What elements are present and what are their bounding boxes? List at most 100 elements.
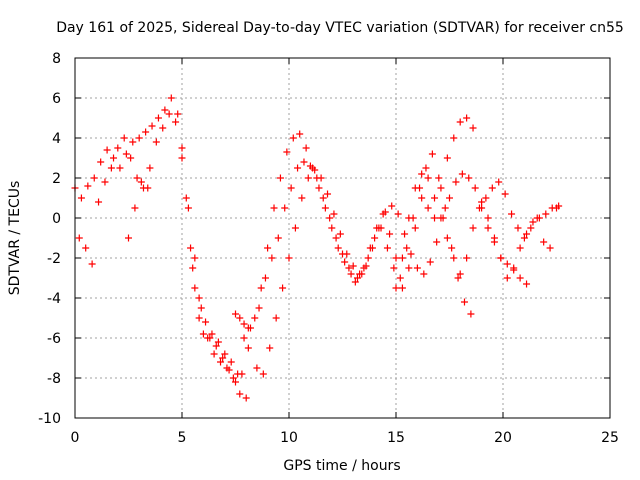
data-point xyxy=(240,320,248,328)
data-point xyxy=(97,158,105,166)
data-point xyxy=(251,314,259,322)
data-point xyxy=(296,130,304,138)
data-point xyxy=(471,184,479,192)
data-point xyxy=(403,244,411,252)
data-point xyxy=(214,338,222,346)
data-point xyxy=(223,364,231,372)
data-point xyxy=(285,254,293,262)
y-tick-label: -4 xyxy=(47,291,61,307)
data-point xyxy=(187,244,195,252)
data-point xyxy=(165,110,173,118)
data-point xyxy=(144,184,152,192)
data-point xyxy=(353,274,361,282)
data-point xyxy=(448,244,456,252)
data-point xyxy=(345,264,353,272)
data-point xyxy=(497,254,505,262)
data-point xyxy=(240,334,248,342)
data-point xyxy=(261,274,269,282)
data-point xyxy=(298,194,306,202)
data-point xyxy=(328,224,336,232)
y-tick-label: -8 xyxy=(47,371,61,387)
data-point xyxy=(191,284,199,292)
data-point xyxy=(371,234,379,242)
data-point xyxy=(435,174,443,182)
data-point xyxy=(392,284,400,292)
data-point xyxy=(520,234,528,242)
data-point xyxy=(523,230,531,238)
data-point xyxy=(294,164,302,172)
data-point xyxy=(189,264,197,272)
data-point xyxy=(381,208,389,216)
y-tick-labels: -10 -8 -6 -4 -2 0 2 4 6 8 xyxy=(38,51,61,427)
data-point xyxy=(212,342,220,350)
data-point xyxy=(433,238,441,246)
data-point xyxy=(467,310,475,318)
data-point xyxy=(424,204,432,212)
data-point xyxy=(456,270,464,278)
y-tick-label: 0 xyxy=(52,211,61,227)
data-point xyxy=(88,260,96,268)
data-point xyxy=(469,124,477,132)
data-point xyxy=(255,304,263,312)
data-point xyxy=(197,304,205,312)
data-point xyxy=(553,204,560,212)
data-point xyxy=(413,264,421,272)
x-tick-label: 20 xyxy=(494,430,512,446)
y-tick-label: 2 xyxy=(52,171,61,187)
data-point xyxy=(311,166,319,174)
data-point xyxy=(152,138,160,146)
data-point xyxy=(343,250,351,258)
data-point xyxy=(460,298,468,306)
axis-ticks xyxy=(74,57,611,419)
y-tick-label: -6 xyxy=(47,331,61,347)
data-point xyxy=(133,174,141,182)
track-1 xyxy=(71,94,477,386)
data-point xyxy=(422,164,430,172)
y-tick-label: -10 xyxy=(38,411,61,427)
data-point xyxy=(334,244,342,252)
data-point xyxy=(437,214,445,222)
data-point xyxy=(259,370,267,378)
data-point xyxy=(184,204,192,212)
data-points xyxy=(71,94,563,402)
data-point xyxy=(336,230,344,238)
data-point xyxy=(289,134,297,142)
data-point xyxy=(244,344,252,352)
data-point xyxy=(129,138,137,146)
data-point xyxy=(146,164,154,172)
data-point xyxy=(232,310,239,318)
chart-title: Day 161 of 2025, Sidereal Day-to-day VTE… xyxy=(56,20,624,36)
data-point xyxy=(306,162,314,170)
data-point xyxy=(101,178,109,186)
data-point xyxy=(542,210,550,218)
data-point xyxy=(120,134,128,142)
data-point xyxy=(540,238,548,246)
data-point xyxy=(268,254,276,262)
data-point xyxy=(424,174,432,182)
data-point xyxy=(437,184,445,192)
data-point xyxy=(456,118,464,126)
data-point xyxy=(182,194,190,202)
x-tick-label: 15 xyxy=(387,430,405,446)
data-point xyxy=(411,184,419,192)
data-point xyxy=(463,254,471,262)
data-point xyxy=(351,278,359,286)
data-point xyxy=(219,354,227,362)
data-point xyxy=(341,258,349,266)
data-point xyxy=(204,334,212,342)
y-tick-label: -2 xyxy=(47,251,61,267)
data-point xyxy=(452,178,460,186)
data-point xyxy=(127,154,135,162)
data-point xyxy=(172,118,180,126)
data-point xyxy=(217,358,225,366)
data-point xyxy=(272,314,280,322)
data-point xyxy=(390,264,398,272)
data-point xyxy=(356,270,364,278)
data-point xyxy=(210,350,218,358)
data-point xyxy=(82,244,90,252)
data-point xyxy=(122,150,130,158)
data-point xyxy=(229,374,237,382)
data-point xyxy=(392,254,400,262)
data-point xyxy=(407,250,415,258)
